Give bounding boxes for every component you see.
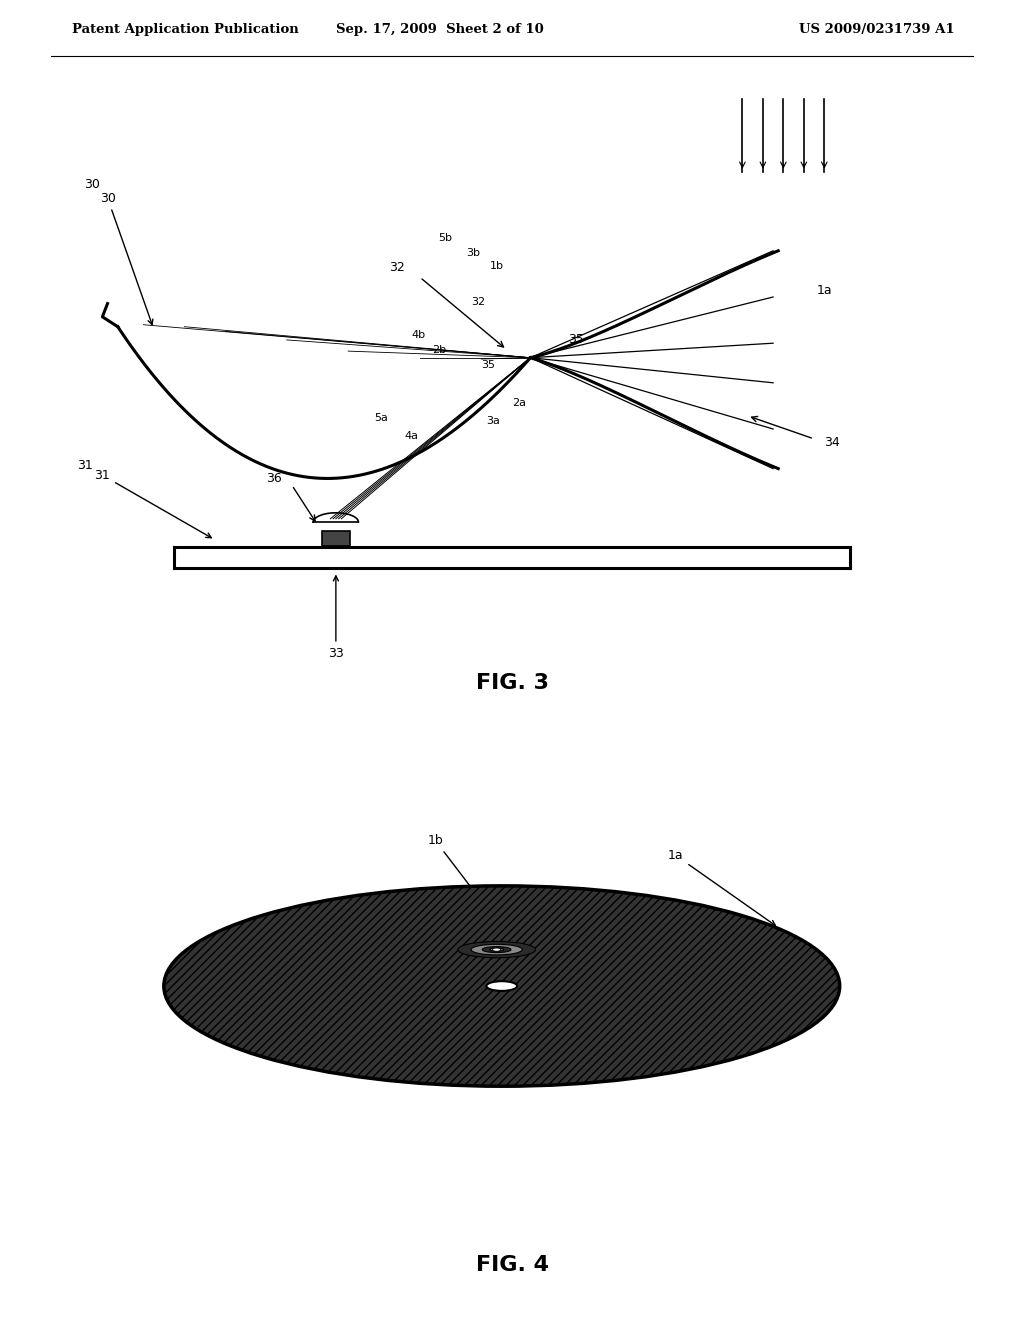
Ellipse shape xyxy=(424,964,580,1008)
Ellipse shape xyxy=(377,949,627,1023)
Text: 30: 30 xyxy=(84,178,100,191)
Text: 34: 34 xyxy=(824,436,840,449)
Text: 35: 35 xyxy=(568,333,585,346)
Ellipse shape xyxy=(486,981,517,991)
Text: 33: 33 xyxy=(521,983,633,1002)
Text: 1b: 1b xyxy=(489,261,504,272)
Ellipse shape xyxy=(493,948,501,952)
Text: 2b: 2b xyxy=(432,345,446,355)
Text: 33: 33 xyxy=(328,576,344,660)
Text: 30: 30 xyxy=(99,191,153,325)
Text: 4a: 4a xyxy=(404,430,419,441)
Ellipse shape xyxy=(461,974,543,998)
Text: 1a: 1a xyxy=(817,284,833,297)
Text: US 2009/0231739 A1: US 2009/0231739 A1 xyxy=(799,24,954,36)
Text: 5b: 5b xyxy=(438,232,453,243)
Text: 3b: 3b xyxy=(466,248,480,259)
Ellipse shape xyxy=(164,886,840,1086)
Bar xyxy=(322,531,350,546)
Ellipse shape xyxy=(482,946,511,953)
Text: 31: 31 xyxy=(94,469,211,537)
Text: FIG. 3: FIG. 3 xyxy=(475,673,549,693)
Text: 36: 36 xyxy=(266,471,282,484)
Ellipse shape xyxy=(218,902,785,1071)
Text: 5a: 5a xyxy=(374,413,388,424)
Ellipse shape xyxy=(272,917,731,1055)
Text: FIG. 4: FIG. 4 xyxy=(475,1255,549,1275)
Text: 31: 31 xyxy=(77,458,92,471)
Text: Sep. 17, 2009  Sheet 2 of 10: Sep. 17, 2009 Sheet 2 of 10 xyxy=(337,24,544,36)
Text: 32: 32 xyxy=(389,260,404,273)
Ellipse shape xyxy=(326,935,678,1038)
Text: 4b: 4b xyxy=(412,330,426,341)
Ellipse shape xyxy=(458,941,536,958)
Ellipse shape xyxy=(489,948,504,952)
Text: 32: 32 xyxy=(471,297,485,308)
Ellipse shape xyxy=(471,944,522,954)
Text: 35: 35 xyxy=(481,360,496,371)
Text: 3a: 3a xyxy=(486,416,501,426)
Text: 1a: 1a xyxy=(668,849,775,925)
Text: 2a: 2a xyxy=(512,397,526,408)
Text: Patent Application Publication: Patent Application Publication xyxy=(72,24,298,36)
Text: 1b: 1b xyxy=(427,834,504,931)
